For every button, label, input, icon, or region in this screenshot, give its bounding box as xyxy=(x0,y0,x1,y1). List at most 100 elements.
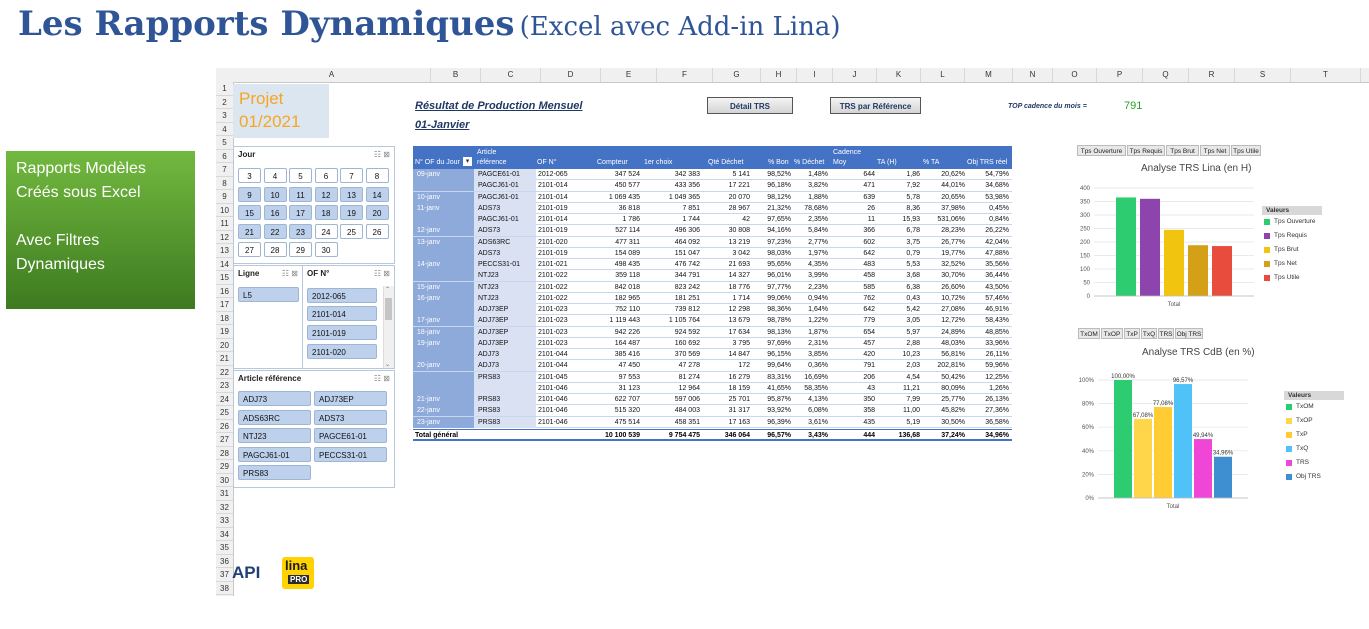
day-cell[interactable]: 16-janv xyxy=(413,292,474,304)
row-header[interactable]: 35 xyxy=(216,541,233,555)
article-cell[interactable]: NTJ23 xyxy=(474,292,536,304)
table-row[interactable]: 15-janv NTJ23 2101-022 842 018 823 242 18 776… xyxy=(413,281,1012,293)
row-header[interactable]: 29 xyxy=(216,460,233,474)
bar-tps-brut[interactable] xyxy=(1164,229,1184,296)
day-cell[interactable] xyxy=(413,382,474,394)
article-cell[interactable]: ADJ73EP xyxy=(474,304,536,315)
legend-item[interactable]: Tps Utile xyxy=(1262,271,1322,285)
slicer-item-article[interactable]: ADS63RC xyxy=(238,409,311,425)
table-row[interactable]: 16-janv NTJ23 2101-022 182 965 181 251 1 714 9… xyxy=(413,292,1012,304)
slicer-item-article[interactable]: PAGCJ61-01 xyxy=(238,446,311,462)
day-cell[interactable]: 20-janv xyxy=(413,360,474,372)
row-header[interactable]: 19 xyxy=(216,325,233,339)
article-cell[interactable]: PECCS31-01 xyxy=(474,259,536,270)
chart-field-button[interactable]: Tps Net xyxy=(1200,145,1230,156)
column-header[interactable]: R xyxy=(1189,68,1235,82)
column-header[interactable]: H xyxy=(761,68,797,82)
table-row[interactable]: ADJ73EP 2101-023 752 110 739 812 12 298 98,36… xyxy=(413,304,1012,316)
table-row[interactable]: 09-janv PAGCE61-01 2012-065 347 524 342 383 5… xyxy=(413,169,1012,181)
table-row[interactable]: 19-janv ADJ73EP 2101-023 164 487 160 692 3 79… xyxy=(413,337,1012,349)
slicer-item-day[interactable]: 27 xyxy=(238,242,261,257)
table-row[interactable]: 11-janv ADS73 2101-019 36 818 7 851 28 967 21,… xyxy=(413,202,1012,214)
slicer-item-article[interactable]: NTJ23 xyxy=(238,428,311,443)
row-header[interactable]: 5 xyxy=(216,136,233,150)
slicer-item-of[interactable]: 2101-020 xyxy=(307,344,377,359)
row-header[interactable]: 31 xyxy=(216,487,233,501)
article-cell[interactable]: ADJ73 xyxy=(474,360,536,372)
slicer-item-article[interactable]: PRS83 xyxy=(238,465,311,480)
slicer-item-day[interactable]: 22 xyxy=(263,223,287,239)
bar-tps-net[interactable] xyxy=(1188,245,1208,296)
slicer-ligne[interactable]: Ligne ☷ ⊠ L5 xyxy=(233,265,303,369)
slicer-item-day[interactable]: 3 xyxy=(238,168,261,183)
row-header[interactable]: 28 xyxy=(216,447,233,460)
article-cell[interactable]: PRS83 xyxy=(474,371,536,383)
filter-clear-icon[interactable]: ☷ ⊠ xyxy=(373,150,390,159)
legend-item[interactable]: Tps Brut xyxy=(1262,243,1322,257)
row-header[interactable]: 36 xyxy=(216,555,233,568)
chart-field-button[interactable]: TRS xyxy=(1158,328,1174,339)
chart-field-button[interactable]: Tps Ouverture xyxy=(1077,145,1126,156)
legend-item[interactable]: Tps Ouverture xyxy=(1262,215,1322,229)
day-cell[interactable] xyxy=(413,349,474,360)
row-header[interactable]: 37 xyxy=(216,568,233,582)
column-header[interactable]: A xyxy=(233,68,431,82)
project-cell[interactable]: Projet 01/2021 xyxy=(233,84,329,138)
row-header[interactable]: 10 xyxy=(216,204,233,217)
article-cell[interactable]: PAGCJ61-01 xyxy=(474,214,536,225)
row-header[interactable]: 20 xyxy=(216,339,233,352)
article-cell[interactable]: PRS83 xyxy=(474,394,536,405)
row-header[interactable]: 4 xyxy=(216,123,233,136)
slicer-item-day[interactable]: 21 xyxy=(238,223,261,239)
article-cell[interactable]: ADJ73EP xyxy=(474,337,536,349)
bar-tps-requis[interactable] xyxy=(1140,198,1160,296)
slicer-item-article[interactable]: ADJ73 xyxy=(238,391,311,406)
table-row[interactable]: ADJ73 2101-044 385 416 370 569 14 847 96,15% 3… xyxy=(413,349,1012,361)
slicer-item-day[interactable]: 9 xyxy=(238,186,261,202)
row-header[interactable]: 23 xyxy=(216,379,233,393)
legend-item[interactable]: TxOP xyxy=(1284,414,1344,428)
column-header[interactable]: I xyxy=(797,68,833,82)
column-header[interactable]: T xyxy=(1291,68,1361,82)
slicer-item-day[interactable]: 25 xyxy=(340,223,363,239)
article-cell[interactable]: NTJ23 xyxy=(474,270,536,282)
day-cell[interactable]: 22-janv xyxy=(413,405,474,417)
row-header[interactable]: 16 xyxy=(216,285,233,298)
chart-field-button[interactable]: Tps Brut xyxy=(1166,145,1199,156)
day-cell[interactable] xyxy=(413,247,474,259)
slicer-item-day[interactable]: 20 xyxy=(365,205,389,220)
filter-clear-icon[interactable]: ☷ ⊠ xyxy=(373,374,390,383)
row-header[interactable]: 22 xyxy=(216,366,233,379)
bar-obj-trs[interactable] xyxy=(1214,456,1232,498)
column-header[interactable]: J xyxy=(833,68,877,82)
slicer-item-day[interactable]: 11 xyxy=(289,186,312,202)
slicer-item-day[interactable]: 26 xyxy=(365,223,389,239)
bar-tps-utile[interactable] xyxy=(1212,246,1232,296)
day-cell[interactable] xyxy=(413,270,474,282)
article-cell[interactable]: ADJ73 xyxy=(474,349,536,360)
row-header[interactable]: 18 xyxy=(216,312,233,325)
article-cell[interactable]: PRS83 xyxy=(474,405,536,417)
row-header[interactable]: 33 xyxy=(216,514,233,528)
row-header[interactable]: 27 xyxy=(216,433,233,447)
table-row[interactable]: 23-janv PRS83 2101-046 475 514 458 351 17 163… xyxy=(413,416,1012,428)
column-header[interactable]: O xyxy=(1053,68,1097,82)
table-row[interactable]: ADS73 2101-019 154 089 151 047 3 042 98,03% 1,… xyxy=(413,247,1012,259)
article-cell[interactable]: ADS63RC xyxy=(474,236,536,248)
table-row[interactable]: 22-janv PRS83 2101-046 515 320 484 003 31 317… xyxy=(413,405,1012,417)
article-cell[interactable]: ADJ73EP xyxy=(474,315,536,327)
article-cell[interactable]: ADS73 xyxy=(474,225,536,237)
slicer-item-day[interactable]: 30 xyxy=(314,242,338,257)
slicer-item-day[interactable]: 14 xyxy=(365,186,389,202)
slicer-item-of[interactable]: 2012-065 xyxy=(307,288,377,303)
legend-item[interactable]: Obj TRS xyxy=(1284,470,1344,484)
column-header[interactable]: C xyxy=(481,68,541,82)
article-cell[interactable]: PAGCJ61-01 xyxy=(474,180,536,192)
row-header[interactable]: 11 xyxy=(216,217,233,231)
slicer-scrollbar[interactable]: ⌃ ⌄ xyxy=(383,286,394,368)
row-header[interactable]: 7 xyxy=(216,163,233,177)
row-header[interactable]: 1 xyxy=(216,82,233,96)
article-cell[interactable]: ADS73 xyxy=(474,202,536,214)
day-cell[interactable]: 12-janv xyxy=(413,225,474,237)
slicer-item-article[interactable]: PAGCE61-01 xyxy=(314,428,387,443)
